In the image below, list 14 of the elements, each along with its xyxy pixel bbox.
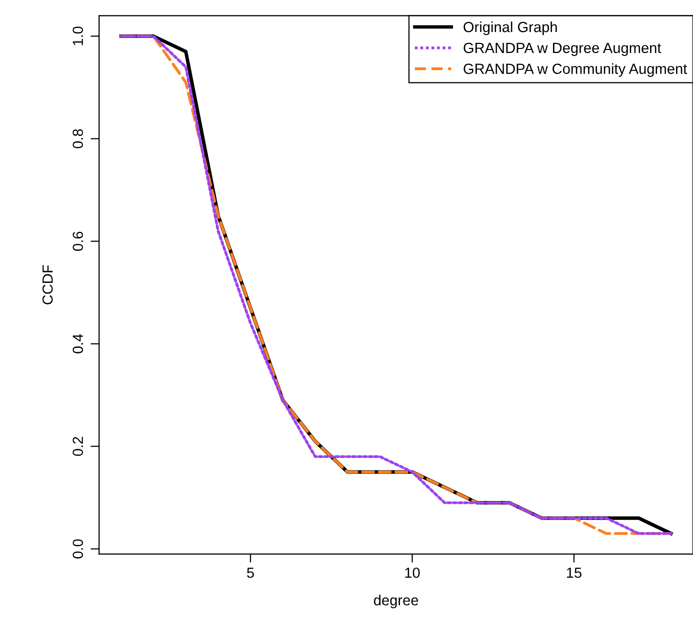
x-tick-label: 5 bbox=[247, 568, 254, 578]
y-tick-label: 0.0 bbox=[72, 539, 84, 558]
x-axis-title: degree bbox=[374, 594, 418, 608]
y-tick-label: 0.2 bbox=[72, 436, 84, 456]
legend-label: GRANDPA w Degree Augment bbox=[464, 42, 662, 56]
y-tick-label: 0.4 bbox=[72, 334, 84, 354]
y-tick-label: 1.0 bbox=[72, 26, 84, 46]
y-tick-label: 0.6 bbox=[72, 232, 84, 251]
y-axis-title: CCDF bbox=[42, 265, 53, 304]
legend-label: Original Graph bbox=[464, 21, 557, 36]
y-tick-label: 0.8 bbox=[72, 129, 84, 148]
x-tick-label: 10 bbox=[405, 568, 420, 578]
x-tick-label: 15 bbox=[566, 568, 582, 578]
legend-label: GRANDPA w Community Augment bbox=[464, 63, 688, 77]
